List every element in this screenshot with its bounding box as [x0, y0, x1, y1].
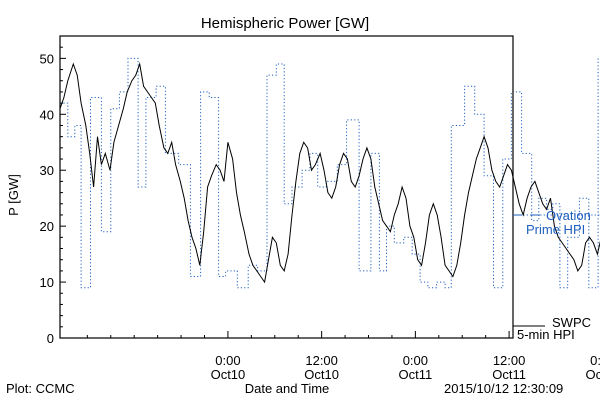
x-tick-label-time: 12:00: [493, 353, 526, 368]
x-ticks: 0:00Oct1012:00Oct100:00Oct1112:00Oct110:…: [86, 331, 600, 382]
plot-frame: [59, 35, 514, 339]
x-tick-label-time: 0:00: [403, 353, 428, 368]
legend-ovation-label: Ovation: [546, 208, 591, 223]
y-tick-label: 20: [40, 219, 54, 234]
series-swpc-5min-hpi: [59, 62, 600, 284]
legend-swpc: SWPC 5-min HPI: [513, 315, 591, 342]
y-tick-label: 0: [47, 331, 54, 346]
footer-right: 2015/10/12 12:30:09: [444, 381, 563, 396]
x-tick-label-date: Oct10: [304, 367, 339, 382]
x-tick-label-time: 12:00: [305, 353, 338, 368]
y-tick-label: 10: [40, 275, 54, 290]
chart-title: Hemispheric Power [GW]: [201, 15, 369, 32]
y-tick-label: 30: [40, 163, 54, 178]
y-ticks: 0 10 20 30 40 50: [40, 46, 66, 346]
legend-ovation: Ovation Prime HPI: [513, 208, 591, 237]
x-axis-label: Date and Time: [245, 381, 330, 396]
y-tick-label: 50: [40, 51, 54, 66]
x-tick-label-date: Oct11: [399, 367, 433, 382]
series-layer: [59, 57, 600, 289]
x-tick-label-date: Oct12: [585, 367, 600, 382]
legend-swpc-label: SWPC: [552, 315, 591, 330]
y-axis-label: P [GW]: [6, 174, 21, 216]
legend-ovation-label2: Prime HPI: [526, 222, 585, 237]
x-tick-label-date: Oct11: [492, 367, 526, 382]
x-tick-label-date: Oct10: [211, 367, 246, 382]
legend-swpc-label2: 5-min HPI: [517, 327, 575, 342]
x-tick-label-time: 0:00: [590, 353, 600, 368]
series-ovation-prime-hpi: [60, 57, 600, 289]
x-tick-label-time: 0:00: [215, 353, 240, 368]
footer-left: Plot: CCMC: [6, 381, 75, 396]
y-tick-label: 40: [40, 107, 54, 122]
